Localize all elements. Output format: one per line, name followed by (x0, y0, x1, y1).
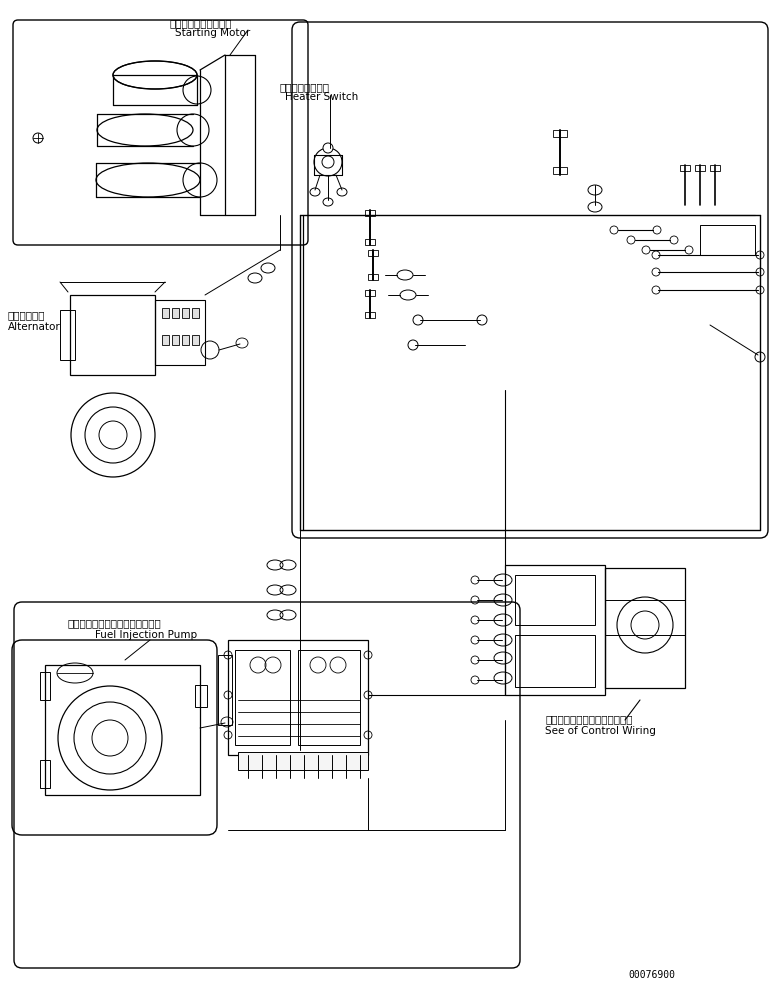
Bar (515, 575, 595, 625)
Bar (238, 752, 368, 770)
Text: Alternator: Alternator (8, 322, 60, 332)
Bar (228, 640, 368, 755)
Bar (368, 274, 378, 280)
Bar (515, 635, 595, 687)
Bar (40, 760, 50, 788)
Bar (553, 130, 567, 137)
Text: Heater Switch: Heater Switch (285, 92, 358, 102)
Bar (365, 239, 375, 245)
Bar (298, 650, 360, 745)
Bar (235, 650, 290, 745)
Text: スターティングモータ: スターティングモータ (170, 18, 232, 28)
Bar (45, 665, 200, 795)
Bar (60, 310, 75, 360)
Text: フェエルインジェクションポンプ: フェエルインジェクションポンプ (68, 618, 162, 628)
Bar (70, 295, 155, 375)
Text: Starting Motor: Starting Motor (175, 28, 250, 38)
Bar (172, 308, 179, 318)
Text: ヒータースイッチ: ヒータースイッチ (280, 82, 330, 92)
Bar (172, 335, 179, 345)
Bar (40, 672, 50, 700)
Bar (505, 565, 605, 695)
Bar (162, 335, 169, 345)
Text: オルタネータ: オルタネータ (8, 310, 46, 320)
Text: Fuel Injection Pump: Fuel Injection Pump (95, 630, 197, 640)
Bar (553, 167, 567, 174)
Bar (218, 655, 232, 725)
Bar (695, 165, 705, 171)
Bar (182, 335, 189, 345)
Bar (155, 300, 205, 365)
Bar (700, 225, 755, 255)
Ellipse shape (323, 143, 333, 153)
Bar (365, 290, 375, 296)
Bar (680, 165, 690, 171)
Text: コントロールワイヤリング参照: コントロールワイヤリング参照 (545, 714, 632, 724)
Bar (195, 685, 207, 707)
Bar (162, 308, 169, 318)
Text: 00076900: 00076900 (628, 970, 675, 980)
Bar (710, 165, 720, 171)
Bar (368, 250, 378, 256)
Text: See of Control Wiring: See of Control Wiring (545, 726, 656, 736)
Bar (192, 308, 199, 318)
Bar (365, 312, 375, 318)
Bar (182, 308, 189, 318)
Bar (365, 210, 375, 216)
Bar (192, 335, 199, 345)
Bar (605, 568, 685, 688)
